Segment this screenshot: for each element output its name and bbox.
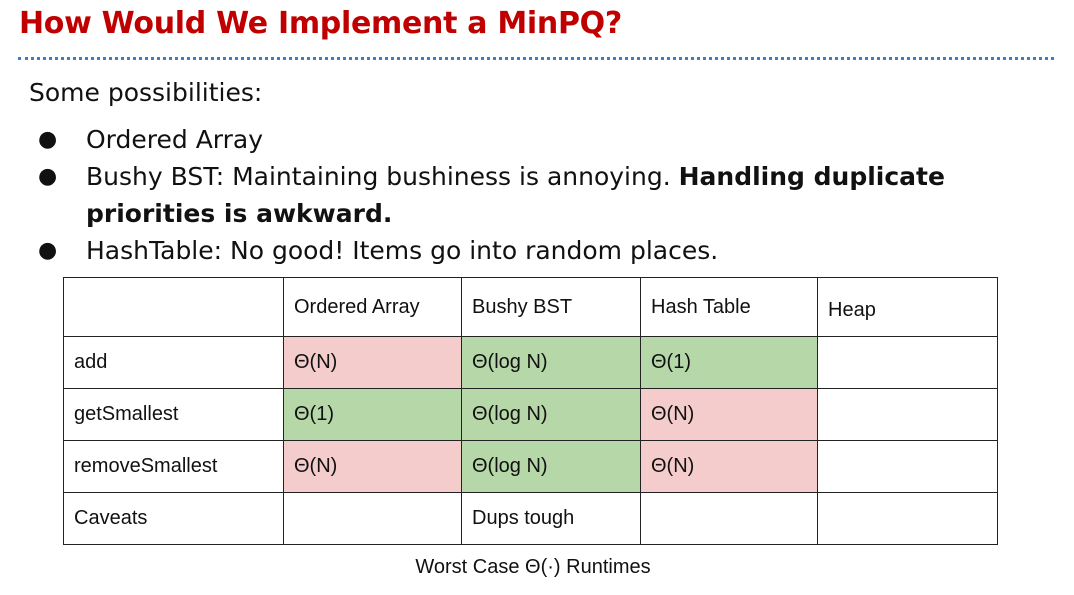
table-cell: Θ(log N)	[461, 388, 641, 441]
table-cell	[817, 440, 998, 493]
table-header-cell: Ordered Array	[283, 277, 462, 337]
table-cell: Θ(N)	[640, 440, 818, 493]
table-cell	[640, 492, 818, 545]
table-header-cell: Heap	[817, 277, 998, 337]
table-header-row: Ordered Array Bushy BST Hash Table Heap	[63, 277, 998, 337]
table-op-cell: add	[63, 336, 284, 389]
table-cell	[817, 336, 998, 389]
bullet-text: Ordered Array	[86, 125, 264, 154]
bullet-icon: ●	[38, 164, 58, 189]
possibilities-list: ● Ordered Array ● Bushy BST: Maintaining…	[28, 121, 1058, 269]
bullet-text: Bushy BST: Maintaining bushiness is anno…	[86, 162, 679, 191]
table-row: Caveats Dups tough	[63, 492, 998, 545]
table-header-cell	[63, 277, 284, 337]
table-cell: Θ(N)	[283, 440, 462, 493]
list-item: ● Ordered Array	[28, 121, 1058, 158]
table-row: removeSmallest Θ(N) Θ(log N) Θ(N)	[63, 440, 998, 493]
slide-title: How Would We Implement a MinPQ?	[19, 6, 622, 41]
list-item: ● Bushy BST: Maintaining bushiness is an…	[28, 158, 1058, 232]
table-cell: Θ(N)	[283, 336, 462, 389]
bullet-icon: ●	[38, 238, 58, 263]
table-op-cell: getSmallest	[63, 388, 284, 441]
bullet-icon: ●	[38, 127, 58, 152]
table-header-cell: Bushy BST	[461, 277, 641, 337]
table-op-cell: removeSmallest	[63, 440, 284, 493]
table-row: getSmallest Θ(1) Θ(log N) Θ(N)	[63, 388, 998, 441]
table-cell	[817, 492, 998, 545]
table-cell: Θ(1)	[283, 388, 462, 441]
intro-text: Some possibilities:	[29, 78, 263, 107]
table-caption: Worst Case Θ(·) Runtimes	[415, 556, 651, 578]
runtime-table: Ordered Array Bushy BST Hash Table Heap …	[63, 277, 998, 545]
table-cell	[283, 492, 462, 545]
table-cell: Θ(1)	[640, 336, 818, 389]
list-item: ● HashTable: No good! Items go into rand…	[28, 232, 1058, 269]
bullet-text: HashTable: No good! Items go into random…	[86, 236, 719, 265]
table-cell: Θ(N)	[640, 388, 818, 441]
table-header-cell: Hash Table	[640, 277, 818, 337]
table-row: add Θ(N) Θ(log N) Θ(1)	[63, 336, 998, 389]
table-cell: Dups tough	[461, 492, 641, 545]
title-divider	[18, 57, 1054, 60]
table-op-cell: Caveats	[63, 492, 284, 545]
table-cell: Θ(log N)	[461, 336, 641, 389]
bullet-bold-text: Handling duplicate priorities is awkward…	[86, 162, 945, 228]
table-cell	[817, 388, 998, 441]
table-cell: Θ(log N)	[461, 440, 641, 493]
